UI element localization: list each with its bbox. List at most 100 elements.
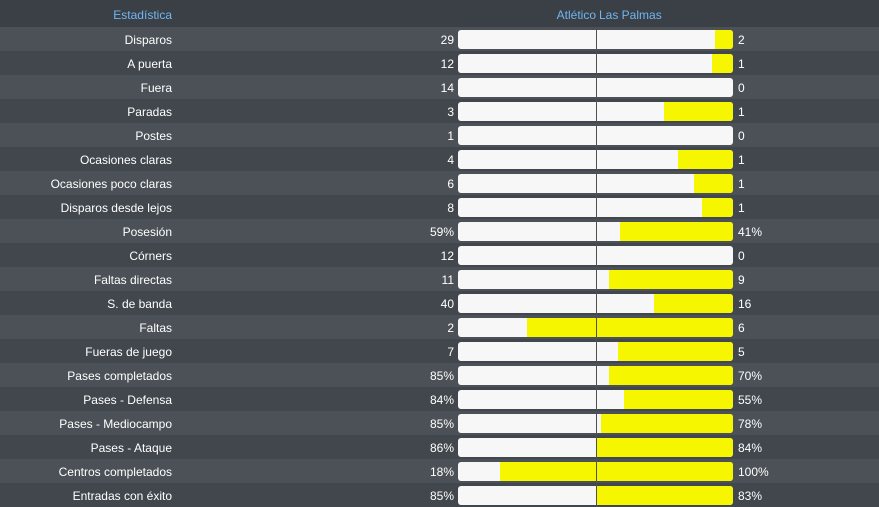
away-share-fill <box>664 102 733 121</box>
stat-label: Disparos <box>124 33 172 47</box>
away-share-fill <box>715 30 733 49</box>
stat-label: Pases - Ataque <box>90 441 172 455</box>
home-value: 6 <box>447 177 454 191</box>
stat-row: Faltas directas 11 9 <box>0 267 879 291</box>
stat-row: Faltas 2 6 <box>0 315 879 339</box>
away-value: 83% <box>738 489 763 503</box>
stat-row: Posesión 59% 41% <box>0 219 879 243</box>
home-value: 86% <box>429 441 454 455</box>
comparison-bar <box>458 366 733 385</box>
stat-row: Córners 12 0 <box>0 243 879 267</box>
home-value: 11 <box>441 273 454 287</box>
away-share-fill <box>620 222 733 241</box>
home-value: 7 <box>447 345 454 359</box>
home-value: 18% <box>429 465 454 479</box>
stat-label: Fueras de juego <box>85 345 172 359</box>
home-value: 59% <box>429 225 454 239</box>
home-value: 12 <box>440 57 454 71</box>
home-team-link[interactable]: Atlético <box>556 8 596 22</box>
away-value: 84% <box>738 441 763 455</box>
home-value: 85% <box>429 417 454 431</box>
stat-label: Ocasiones claras <box>79 153 172 167</box>
comparison-bar <box>458 414 733 433</box>
stat-row: Fueras de juego 7 5 <box>0 339 879 363</box>
away-share-fill <box>624 390 733 409</box>
away-share-fill <box>711 54 733 73</box>
stat-label: Centros completados <box>58 465 172 479</box>
stat-row: A puerta 12 1 <box>0 51 879 75</box>
comparison-bar <box>458 222 733 241</box>
comparison-bar <box>458 486 733 505</box>
away-value: 100% <box>738 465 769 479</box>
away-share-fill <box>500 462 733 481</box>
stat-row: Pases - Mediocampo 85% 78% <box>0 411 879 435</box>
home-value: 12 <box>440 249 454 263</box>
away-value: 2 <box>738 33 745 47</box>
stat-row: Pases - Defensa 84% 55% <box>0 387 879 411</box>
away-value: 70% <box>738 369 763 383</box>
stat-row: Pases - Ataque 86% 84% <box>0 435 879 459</box>
away-value: 0 <box>738 81 745 95</box>
away-value: 41% <box>738 225 763 239</box>
stat-row: Centros completados 18% 100% <box>0 459 879 483</box>
away-share-fill <box>597 438 733 457</box>
stat-label: Pases - Mediocampo <box>59 417 172 431</box>
home-value: 4 <box>447 153 454 167</box>
stat-label: Pases completados <box>67 369 172 383</box>
stat-label: Córners <box>129 249 172 263</box>
comparison-bar <box>458 30 733 49</box>
stat-row: Entradas con éxito 85% 83% <box>0 483 879 507</box>
away-value: 6 <box>738 321 745 335</box>
away-value: 0 <box>738 249 745 263</box>
comparison-bar <box>458 102 733 121</box>
away-value: 5 <box>738 345 745 359</box>
stat-row: Paradas 3 1 <box>0 99 879 123</box>
comparison-bar <box>458 78 733 97</box>
stat-label: S. de banda <box>107 297 172 311</box>
comparison-bar <box>458 54 733 73</box>
stat-label: Fuera <box>140 81 172 95</box>
home-value: 14 <box>440 81 454 95</box>
comparison-bar <box>458 390 733 409</box>
away-share-fill <box>526 318 733 337</box>
away-share-fill <box>601 414 733 433</box>
comparison-bar <box>458 126 733 145</box>
stat-row: Ocasiones claras 4 1 <box>0 147 879 171</box>
home-value: 85% <box>429 369 454 383</box>
away-share-fill <box>597 486 733 505</box>
away-value: 9 <box>738 273 745 287</box>
away-share-fill <box>654 294 733 313</box>
comparison-bar <box>458 438 733 457</box>
stat-row: Pases completados 85% 70% <box>0 363 879 387</box>
stat-label: Pases - Defensa <box>83 393 172 407</box>
bar-center-line <box>596 27 597 506</box>
comparison-bar <box>458 174 733 193</box>
away-value: 1 <box>738 201 745 215</box>
home-value: 85% <box>429 489 454 503</box>
away-share-fill <box>618 342 733 361</box>
stat-row: Disparos 29 2 <box>0 27 879 51</box>
stat-label: Postes <box>135 129 172 143</box>
stat-label: Paradas <box>127 105 172 119</box>
stat-label: Disparos desde lejos <box>60 201 172 215</box>
comparison-bar <box>458 246 733 265</box>
away-value: 55% <box>738 393 763 407</box>
stat-label: Faltas directas <box>93 273 172 287</box>
away-team-link[interactable]: Las Palmas <box>599 8 662 22</box>
away-value: 78% <box>738 417 763 431</box>
stat-label: Entradas con éxito <box>72 489 172 503</box>
away-value: 16 <box>738 297 752 311</box>
away-share-fill <box>608 366 733 385</box>
comparison-bar <box>458 318 733 337</box>
home-value: 40 <box>440 297 454 311</box>
home-value: 1 <box>447 129 454 143</box>
stat-row: Fuera 14 0 <box>0 75 879 99</box>
away-share-fill <box>693 174 733 193</box>
comparison-bar <box>458 294 733 313</box>
away-value: 1 <box>738 105 745 119</box>
comparison-bar <box>458 150 733 169</box>
comparison-bar <box>458 462 733 481</box>
away-share-fill <box>609 270 733 289</box>
statistic-column-header[interactable]: Estadística <box>113 8 172 22</box>
stat-label: Faltas <box>139 321 172 335</box>
